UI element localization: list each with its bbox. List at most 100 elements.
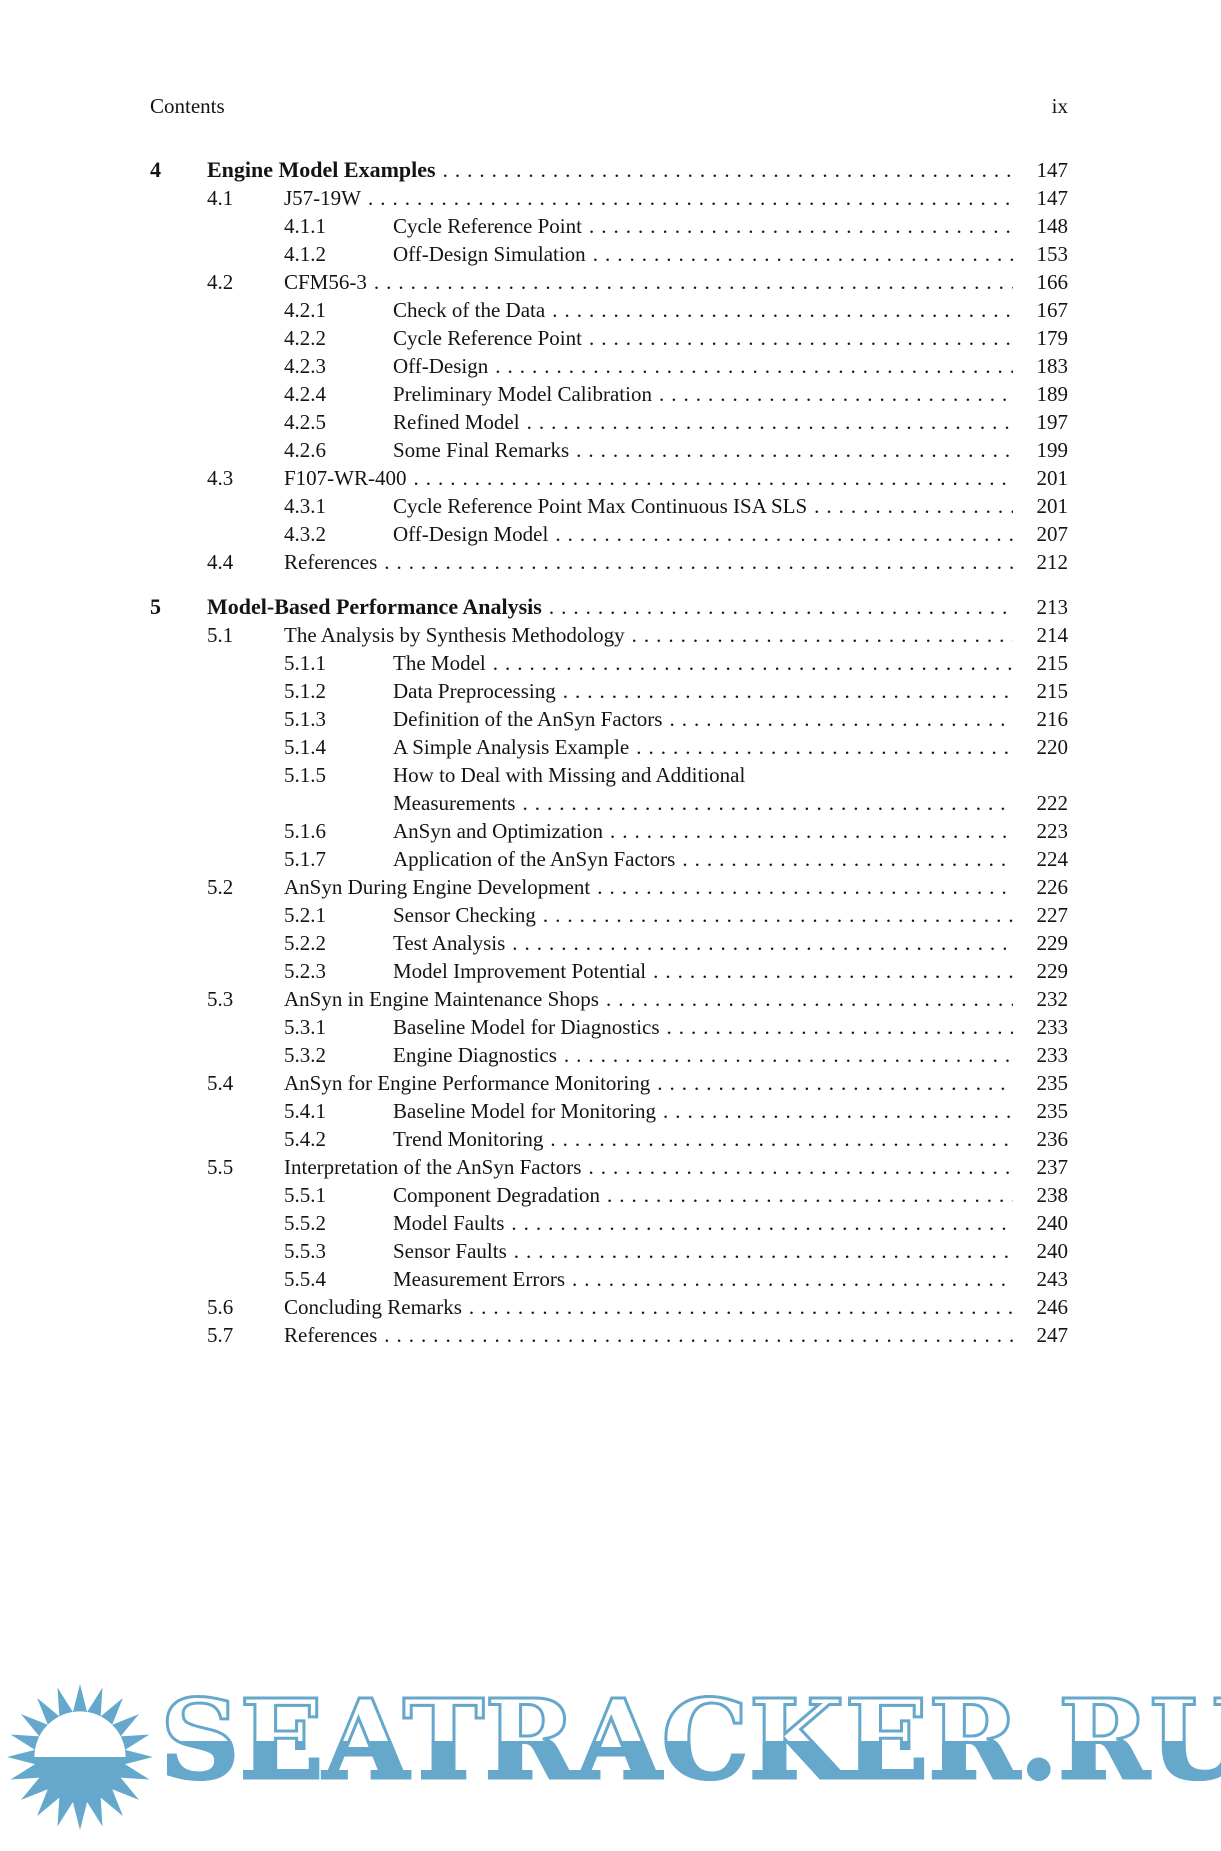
toc-entry-title: J57-19W — [284, 186, 361, 210]
toc-entry-title: Data Preprocessing — [393, 679, 556, 703]
toc-entry-title: CFM56-3 — [284, 270, 367, 294]
toc-entry-title: Measurements — [393, 791, 516, 815]
page-header: Contents ix — [150, 94, 1068, 118]
toc-entry-title: Some Final Remarks — [393, 438, 570, 462]
toc-entry: 5.4.1 Baseline Model for Monitoring 235 — [150, 1097, 1068, 1125]
toc-entry: 5.4.2 Trend Monitoring 236 — [150, 1125, 1068, 1153]
toc-entry-title: A Simple Analysis Example — [393, 735, 630, 759]
toc-entry-page: 246 — [1036, 1295, 1069, 1319]
toc-entry-number: 5.5.4 — [284, 1267, 326, 1291]
dot-leader — [384, 548, 1013, 576]
toc-entry: 4.2.3 Off-Design 183 — [150, 352, 1068, 380]
toc-entry-page: 167 — [1036, 298, 1069, 322]
toc-entry-title: AnSyn for Engine Performance Monitoring — [284, 1071, 651, 1095]
toc-entry-title: Component Degradation — [393, 1183, 601, 1207]
toc-entry: 4.2 CFM56-3 166 — [150, 268, 1068, 296]
toc-entry-page: 220 — [1036, 735, 1069, 759]
toc-entry-title: Trend Monitoring — [393, 1127, 544, 1151]
toc-entry-title: Off-Design Simulation — [393, 242, 586, 266]
dot-leader — [659, 380, 1013, 408]
toc-entry-page: 179 — [1036, 326, 1069, 350]
toc-entry-page: 236 — [1036, 1127, 1069, 1151]
toc-entry-number: 5.4 — [207, 1071, 234, 1095]
toc-entry-number: 4.2 — [207, 270, 234, 294]
watermark-text: SEATRACKER.RU — [158, 1683, 1221, 1796]
toc-entry-number: 4 — [150, 157, 161, 182]
watermark: SEATRACKER.RU — [0, 1678, 1221, 1851]
dot-leader — [814, 492, 1013, 520]
dot-leader — [522, 789, 1013, 817]
toc-entry-number: 5.1.5 — [284, 763, 326, 787]
dot-leader — [549, 593, 1013, 621]
toc-entry: 4.2.2 Cycle Reference Point 179 — [150, 324, 1068, 352]
toc-entry-title: AnSyn During Engine Development — [284, 875, 591, 899]
dot-leader — [588, 1153, 1013, 1181]
toc-entry-title: Model Faults — [393, 1211, 505, 1235]
toc-entry-page: 189 — [1036, 382, 1069, 406]
toc-entry-page: 226 — [1036, 875, 1069, 899]
toc-entry: 5.5.3 Sensor Faults 240 — [150, 1237, 1068, 1265]
toc-entry: 4.3.2 Off-Design Model 207 — [150, 520, 1068, 548]
toc-entry-number: 4.4 — [207, 550, 234, 574]
toc-entry-title: Model-Based Performance Analysis — [207, 594, 542, 619]
dot-leader — [374, 268, 1013, 296]
toc-entry: 4.2.6 Some Final Remarks 199 — [150, 436, 1068, 464]
toc-entry-page: 222 — [1036, 791, 1069, 815]
dot-leader — [527, 408, 1013, 436]
dot-leader — [606, 985, 1013, 1013]
toc-entry: 5.5.4 Measurement Errors 243 — [150, 1265, 1068, 1293]
toc-entry-page: 215 — [1036, 651, 1069, 675]
toc-entry-page: 214 — [1036, 623, 1069, 647]
toc-entry-number: 5.5 — [207, 1155, 234, 1179]
toc-entry-page: 147 — [1036, 186, 1069, 210]
toc-entry-number: 4.2.4 — [284, 382, 326, 406]
toc-entry-page: 229 — [1036, 959, 1069, 983]
toc-entry-title: Cycle Reference Point Max Continuous ISA… — [393, 494, 808, 518]
toc-entry-number: 5.2.3 — [284, 959, 326, 983]
dot-leader — [511, 1209, 1013, 1237]
toc-entry: 5.2.1 Sensor Checking 227 — [150, 901, 1068, 929]
toc-entry: 5.1.2 Data Preprocessing 215 — [150, 677, 1068, 705]
toc-entry-number: 4.1 — [207, 186, 234, 210]
dot-leader — [512, 929, 1013, 957]
dot-leader — [514, 1237, 1013, 1265]
toc-entry-page: 183 — [1036, 354, 1069, 378]
toc-entry-title: AnSyn and Optimization — [393, 819, 603, 843]
toc-entry-number: 5.5.2 — [284, 1211, 326, 1235]
toc-entry-number: 4.2.3 — [284, 354, 326, 378]
dot-leader — [443, 156, 1013, 184]
dot-leader — [632, 621, 1013, 649]
toc-entry-number: 4.2.5 — [284, 410, 326, 434]
toc-entry-page: 238 — [1036, 1183, 1069, 1207]
toc-entry-number: 5.2.2 — [284, 931, 326, 955]
toc-entry-page: 240 — [1036, 1239, 1069, 1263]
toc-entry: 5.4 AnSyn for Engine Performance Monitori… — [150, 1069, 1068, 1097]
toc-entry-number: 5.3.1 — [284, 1015, 326, 1039]
dot-leader — [610, 817, 1013, 845]
toc-entry: 4.1.2 Off-Design Simulation 153 — [150, 240, 1068, 268]
toc-entry-number: 5.4.2 — [284, 1127, 326, 1151]
toc-entry-page: 224 — [1036, 847, 1069, 871]
toc-entry-number: 5.1 — [207, 623, 234, 647]
toc-entry-title: Baseline Model for Diagnostics — [393, 1015, 660, 1039]
running-head: Contents — [150, 94, 225, 118]
dot-leader — [667, 1013, 1013, 1041]
toc-entry-title: Refined Model — [393, 410, 520, 434]
toc-entry-page: 201 — [1036, 494, 1069, 518]
toc-entry-title: References — [284, 550, 378, 574]
toc-entry-page: 235 — [1036, 1071, 1069, 1095]
dot-leader — [653, 957, 1013, 985]
dot-leader — [572, 1265, 1013, 1293]
toc-entry-title: Cycle Reference Point — [393, 326, 582, 350]
dot-leader — [589, 324, 1013, 352]
toc-entry: 5.1 The Analysis by Synthesis Methodology… — [150, 621, 1068, 649]
sun-top-half — [34, 1711, 126, 1758]
toc-entry-page: 223 — [1036, 819, 1069, 843]
toc-entry-number: 5.1.3 — [284, 707, 326, 731]
dot-leader — [576, 436, 1013, 464]
toc-entry-page: 232 — [1036, 987, 1069, 1011]
toc-entry-page: 212 — [1036, 550, 1069, 574]
toc-entry: 5.5.1 Component Degradation 238 — [150, 1181, 1068, 1209]
toc-entry-title: Off-Design Model — [393, 522, 549, 546]
toc-entry-title: Concluding Remarks — [284, 1295, 462, 1319]
